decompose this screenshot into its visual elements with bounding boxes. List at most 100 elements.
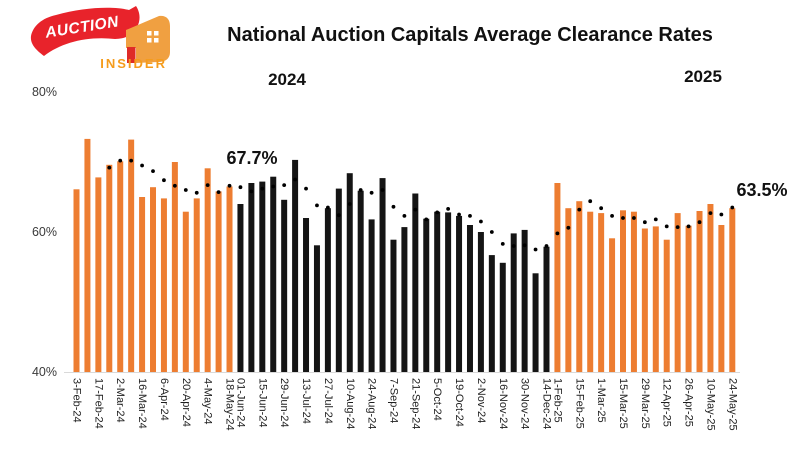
clearance-bar — [193, 198, 200, 372]
clearance-bar — [543, 246, 550, 372]
clearance-bar — [641, 228, 648, 372]
trend-dot — [238, 185, 243, 190]
clearance-bar — [215, 191, 222, 372]
x-axis-date-label: 24-Aug-24 — [366, 378, 378, 429]
x-axis-date-label: 12-Apr-25 — [661, 378, 673, 427]
x-axis-date-label: 30-Nov-24 — [519, 378, 531, 429]
trend-dot — [457, 212, 461, 217]
clearance-bar — [204, 168, 211, 372]
clearance-bar — [379, 178, 386, 372]
auction-insider-logo: AUCTION INSIDER — [30, 6, 170, 71]
trend-dot — [599, 206, 604, 211]
trend-dot — [653, 217, 658, 222]
trend-dot — [118, 158, 123, 163]
trend-dot — [642, 220, 647, 225]
trend-dot — [271, 184, 276, 189]
trend-dot — [413, 207, 418, 212]
trend-dot — [675, 225, 680, 230]
trend-dot — [293, 177, 297, 182]
clearance-bar — [303, 218, 310, 372]
x-axis-date-label: 10-Aug-24 — [344, 378, 356, 429]
chart-title: National Auction Capitals Average Cleara… — [227, 24, 713, 46]
trend-dot — [369, 190, 374, 195]
clearance-bar — [685, 225, 692, 372]
clearance-bar — [630, 211, 637, 372]
clearance-bar — [510, 233, 517, 372]
clearance-bar — [652, 226, 659, 372]
clearance-bar — [259, 181, 266, 372]
trend-dot — [140, 163, 144, 168]
trend-dot — [205, 183, 210, 188]
trend-dot — [577, 207, 582, 212]
x-axis-date-label: 20-Apr-24 — [180, 378, 192, 427]
x-axis-date-label: 2-Nov-24 — [475, 378, 487, 423]
clearance-bar — [84, 138, 91, 372]
clearance-bar — [423, 218, 430, 372]
clearance-bar — [335, 188, 342, 372]
x-axis-date-label: 19-Oct-24 — [453, 378, 465, 427]
x-axis-date-label: 27-Jul-24 — [322, 378, 334, 424]
x-axis-date-label: 15-Mar-25 — [617, 378, 629, 429]
clearance-bar — [73, 189, 80, 372]
trend-dot — [282, 183, 287, 188]
clearance-bar — [412, 193, 419, 372]
trend-dot — [424, 217, 429, 222]
trend-dot — [151, 169, 155, 174]
x-axis-date-label: 15-Jun-24 — [256, 378, 268, 428]
x-axis-date-label: 21-Sep-24 — [409, 378, 421, 429]
clearance-bar — [117, 161, 124, 372]
clearance-bar — [499, 262, 506, 372]
trend-dot — [402, 214, 407, 218]
clearance-bar — [281, 199, 288, 372]
x-axis-date-label: 4-May-24 — [202, 378, 214, 424]
trend-dot — [621, 216, 625, 220]
trend-dot — [129, 158, 134, 163]
x-axis-date-label: 29-Jun-24 — [278, 378, 290, 428]
x-axis-date-label: 16-Mar-24 — [136, 378, 148, 429]
logo-banner-shape — [30, 6, 140, 56]
trend-dot — [511, 244, 516, 248]
clearance-bar — [466, 225, 473, 372]
clearance-bar — [609, 238, 616, 372]
clearance-bar — [718, 225, 725, 372]
trend-dot — [336, 213, 341, 218]
trend-dot — [697, 220, 702, 225]
x-axis-date-label: 24-May-25 — [726, 378, 738, 431]
x-axis-date-label: 01-Jun-24 — [234, 378, 246, 428]
trend-dot — [719, 212, 724, 217]
trend-dot — [588, 199, 593, 204]
trend-dot — [194, 190, 199, 195]
trend-dot — [468, 214, 472, 218]
clearance-bar — [160, 198, 167, 372]
trend-dot — [162, 178, 166, 183]
x-axis-date-label: 7-Sep-24 — [387, 378, 399, 423]
trend-dot — [435, 210, 440, 215]
y-axis-tick-label: 80% — [32, 85, 57, 99]
year-label-2024: 2024 — [268, 70, 306, 89]
trend-dot — [730, 205, 735, 210]
x-axis-date-label: 1-Feb-25 — [551, 378, 563, 423]
trend-dot — [533, 247, 538, 252]
trend-dot — [489, 230, 494, 234]
x-axis-date-label: 26-Apr-25 — [683, 378, 695, 427]
trend-dot — [708, 211, 713, 216]
x-axis-date-label: 18-May-24 — [224, 378, 236, 431]
trend-dot — [107, 165, 112, 170]
clearance-bar — [598, 213, 605, 372]
x-axis-date-label: 3-Feb-24 — [71, 378, 83, 423]
clearance-bar — [696, 211, 703, 372]
clearance-bar — [313, 245, 320, 372]
logo-house-window — [147, 31, 159, 43]
trend-dot — [632, 216, 636, 220]
trend-dot — [380, 188, 385, 192]
clearance-bar — [150, 187, 157, 372]
clearance-bar — [292, 159, 299, 372]
trend-dot — [183, 188, 188, 192]
trend-dot — [566, 225, 571, 230]
x-axis-date-label: 29-Mar-25 — [639, 378, 651, 429]
clearance-bar — [729, 208, 736, 372]
trend-dot — [325, 205, 330, 210]
x-axis-date-label: 5-Oct-24 — [431, 378, 443, 421]
clearance-bar — [182, 211, 189, 372]
trend-dot — [249, 189, 254, 194]
